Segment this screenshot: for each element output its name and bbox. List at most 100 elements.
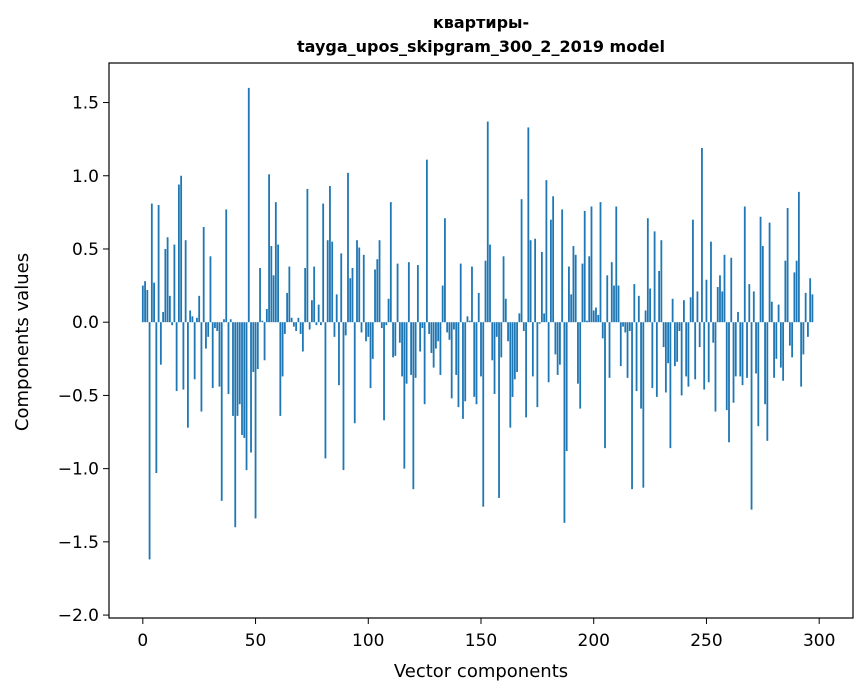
bar (261, 320, 264, 323)
bar (633, 284, 636, 323)
bar (795, 260, 798, 323)
bar (155, 322, 158, 474)
bar (207, 322, 210, 337)
bar (304, 268, 307, 323)
bar (295, 322, 298, 331)
bar (405, 322, 408, 384)
bar (313, 266, 316, 323)
bar (475, 322, 478, 405)
y-tick-label: 0.0 (72, 313, 99, 333)
bar (290, 317, 293, 323)
bar (511, 322, 514, 397)
bar (446, 322, 449, 333)
bar (563, 322, 566, 523)
bar (628, 322, 631, 331)
y-tick-label: 0.5 (72, 240, 99, 260)
bar (360, 322, 363, 333)
bar (306, 188, 309, 323)
bar (299, 322, 302, 334)
y-tick-label: −2.0 (58, 606, 99, 626)
bar (482, 322, 485, 507)
bar (732, 322, 735, 403)
bar (232, 322, 234, 416)
bar (378, 240, 381, 323)
bar (416, 265, 419, 323)
bar (347, 172, 349, 323)
bar (786, 207, 789, 323)
bar (335, 294, 338, 323)
bar (392, 322, 394, 358)
y-tick-label: −1.0 (58, 460, 99, 480)
bar (493, 322, 496, 394)
bar (358, 247, 361, 323)
bar (164, 248, 167, 323)
bar (554, 322, 557, 355)
bar (369, 322, 372, 389)
bar (272, 275, 275, 323)
x-axis-ticks: 0 50 100 150 200 250 300 (137, 618, 835, 651)
bar (486, 121, 489, 323)
bar (297, 317, 300, 323)
bar (610, 262, 613, 323)
bar (714, 322, 717, 412)
bar (716, 287, 719, 323)
chart-title-line-2: tayga_upos_skipgram_300_2_2019 model (297, 37, 665, 56)
y-tick-label: −1.5 (58, 533, 99, 553)
bar (322, 203, 325, 323)
bar (507, 322, 509, 342)
bar (216, 322, 219, 331)
bar (635, 322, 638, 392)
bar (331, 241, 334, 323)
bar (802, 322, 805, 355)
bar (338, 322, 340, 386)
bar (389, 202, 392, 323)
bar (520, 199, 523, 323)
bar (200, 322, 203, 412)
bar (342, 322, 345, 471)
bar (315, 322, 318, 326)
bar (351, 268, 354, 323)
bar (671, 298, 674, 323)
bar (811, 294, 814, 323)
bar (394, 322, 397, 356)
bar (583, 210, 586, 323)
bar (166, 237, 169, 323)
bar (455, 322, 458, 375)
bar (333, 322, 336, 337)
bar (768, 222, 771, 323)
bar (581, 263, 584, 323)
bar (552, 196, 555, 323)
bar (425, 159, 428, 323)
bar (766, 322, 769, 441)
bar (182, 322, 185, 390)
bar (549, 219, 552, 323)
bar (509, 322, 512, 428)
bar (680, 322, 683, 396)
bar (800, 322, 803, 387)
bar (761, 246, 764, 323)
bar (437, 322, 440, 342)
bar (590, 206, 593, 323)
bar (301, 322, 304, 352)
bar (615, 206, 618, 323)
bar (673, 322, 676, 367)
bar (712, 322, 715, 343)
bar (500, 322, 503, 358)
bar (340, 253, 343, 323)
bar (171, 322, 174, 326)
bar (664, 322, 667, 393)
bar (385, 322, 388, 326)
bar (703, 322, 706, 390)
bar (423, 322, 426, 405)
bar (398, 322, 401, 343)
bar (631, 322, 633, 490)
bar (209, 256, 212, 323)
bar (651, 322, 654, 389)
bar (734, 322, 737, 377)
x-tick-label: 100 (352, 631, 384, 651)
bar (180, 175, 183, 323)
bar (646, 218, 649, 323)
bar (407, 262, 410, 323)
bar (669, 322, 672, 449)
bar (622, 322, 624, 327)
